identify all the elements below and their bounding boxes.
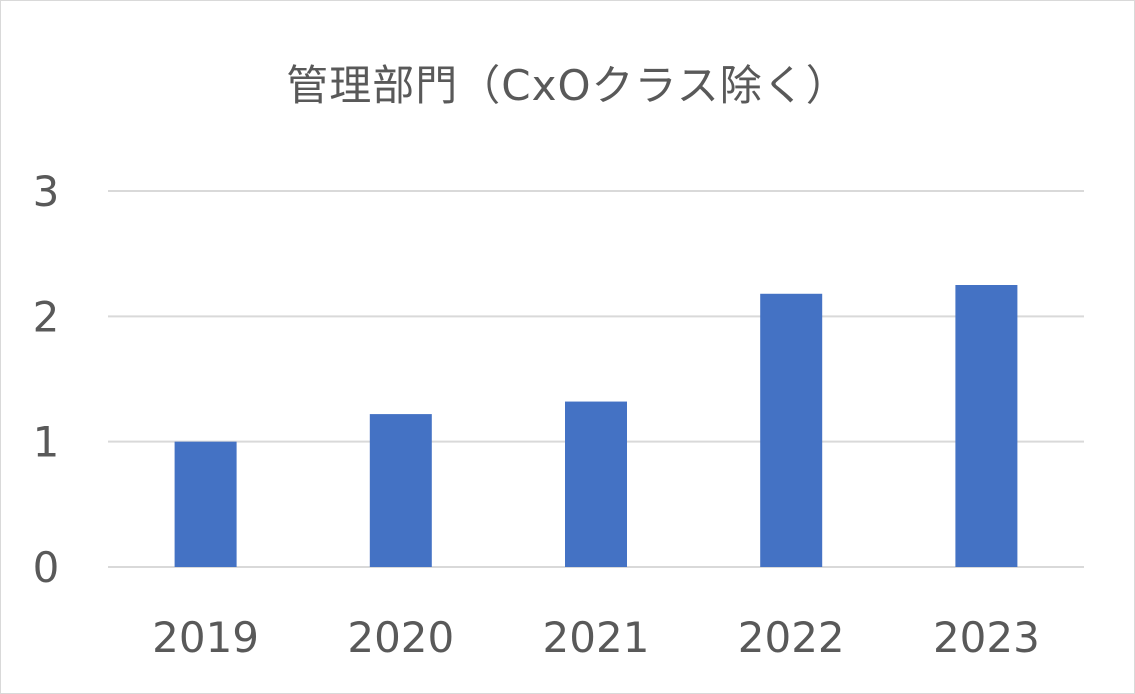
x-tick-label: 2020 [347,613,454,662]
chart-title: 管理部門（CxOクラス除く） [286,61,849,110]
x-tick-label: 2022 [738,613,845,662]
bar-2021 [565,401,627,567]
bars [174,285,1018,567]
y-tick-label: 3 [33,167,60,216]
bar-2019 [174,441,237,567]
bar-2020 [369,414,432,567]
x-tick-label: 2019 [152,613,259,662]
x-tick-label: 2021 [543,613,650,662]
bar-2023 [955,285,1018,567]
bar-2022 [760,293,823,567]
x-axis-ticks: 2019 2020 2021 2022 2023 [152,613,1040,662]
y-tick-label: 1 [33,418,60,467]
y-tick-label: 2 [33,292,60,341]
y-tick-label: 0 [33,543,60,592]
x-tick-label: 2023 [933,613,1040,662]
y-axis-ticks: 0 1 2 3 [33,167,60,592]
